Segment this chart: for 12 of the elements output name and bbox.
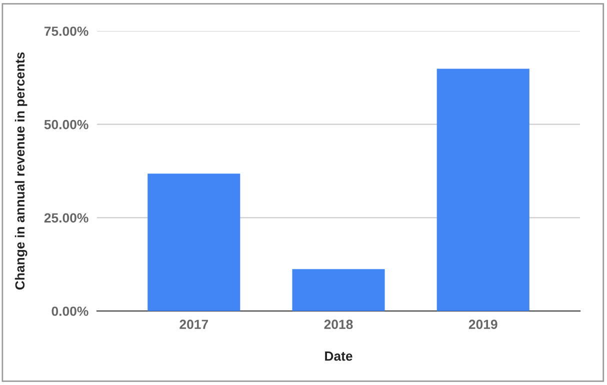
y-axis-title: Change in annual revenue in percents [14,52,28,290]
x-axis-title: Date [325,352,352,361]
y-tick-label: 50.00% [44,120,88,130]
x-tick-label: 2019 [468,320,498,330]
y-tick-label: 0.00% [52,306,88,316]
y-tick-label: 75.00% [44,26,88,36]
bar [148,174,240,311]
x-tick-label: 2018 [324,320,353,330]
bar [292,269,385,311]
bar [436,68,530,311]
x-tick-label: 2017 [180,320,208,330]
y-tick-label: 25.00% [44,213,88,223]
